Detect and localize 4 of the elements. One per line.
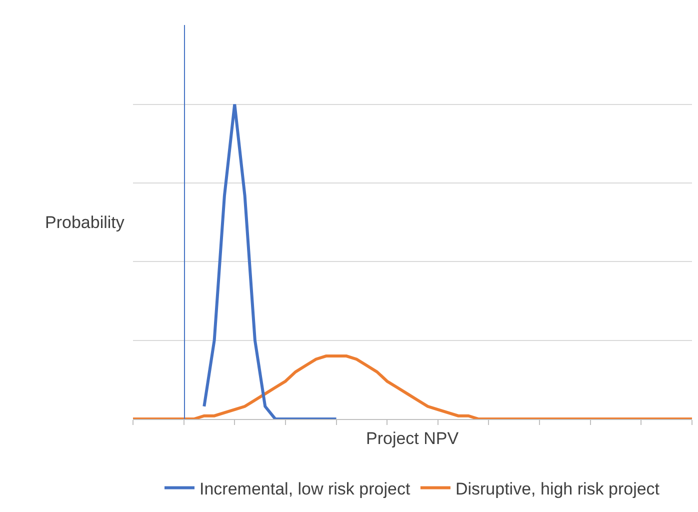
legend-label: Disruptive, high risk project — [455, 479, 660, 498]
legend-label: Incremental, low risk project — [200, 479, 410, 498]
x-axis-title: Project NPV — [366, 429, 460, 448]
y-axis-title: Probability — [45, 213, 125, 232]
